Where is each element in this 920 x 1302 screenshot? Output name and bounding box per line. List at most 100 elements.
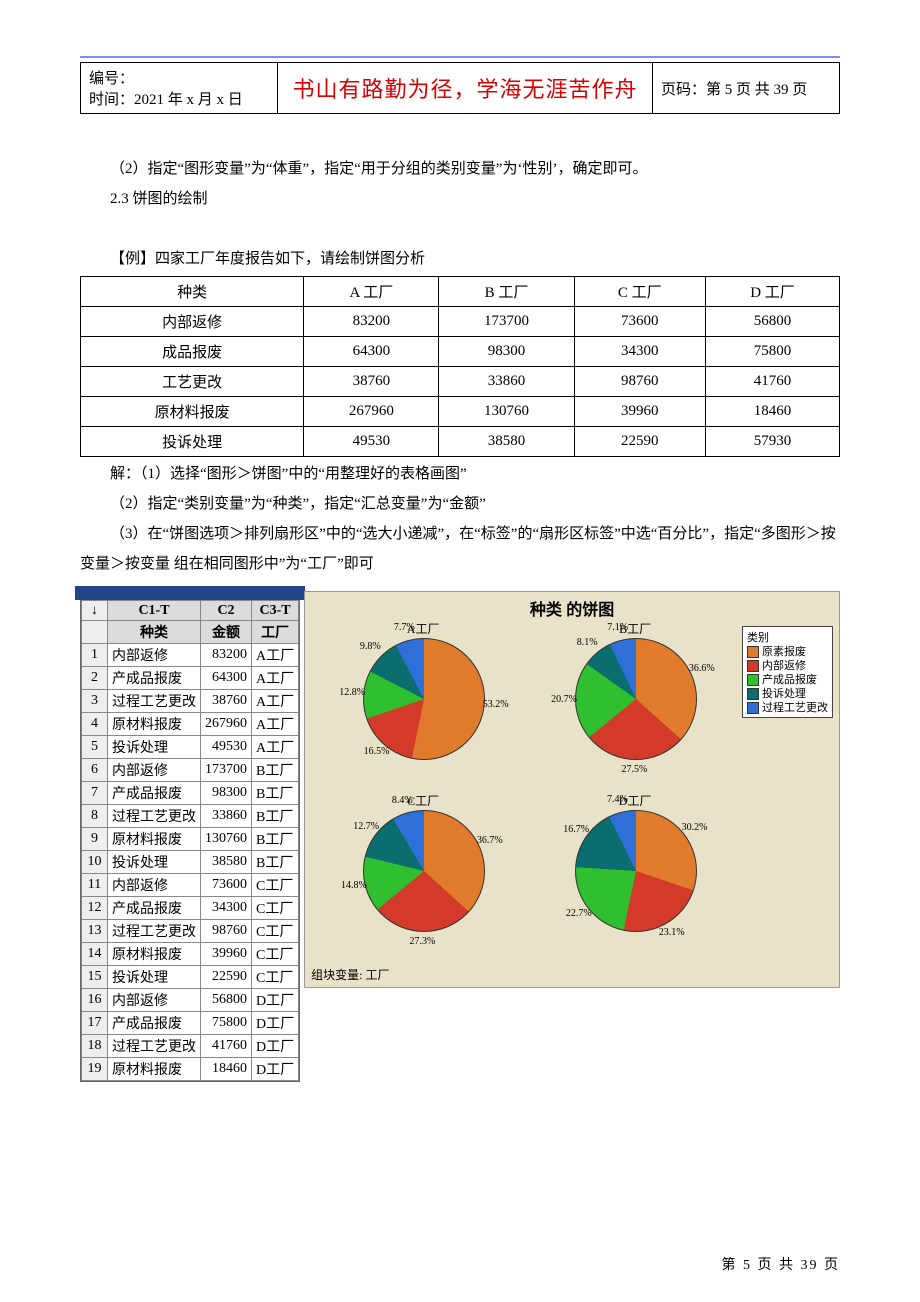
sheet-cell: 64300 xyxy=(201,667,252,690)
table-cell: 22590 xyxy=(574,427,706,457)
sheet-cell: 原材料报废 xyxy=(108,828,201,851)
table-cell: 83200 xyxy=(304,307,439,337)
chart-title: 种类 的饼图 xyxy=(305,592,839,620)
pie-subplot: D工厂30.2%23.1%22.7%16.7%7.4% xyxy=(525,792,745,957)
table-cell: 56800 xyxy=(706,307,840,337)
header-rule xyxy=(80,56,840,58)
row-header: 1 xyxy=(82,644,108,667)
solution-step: （2）指定“类别变量”为“种类”，指定“汇总变量”为“金额” xyxy=(80,489,840,519)
doc-time: 时间：2021 年 x 月 x 日 xyxy=(89,88,269,109)
row-header: 2 xyxy=(82,667,108,690)
sheet-cell: 98300 xyxy=(201,782,252,805)
sheet-cell: 73600 xyxy=(201,874,252,897)
sheet-cell: 产成品报废 xyxy=(108,1012,201,1035)
table-cell: 原材料报废 xyxy=(81,397,304,427)
legend-item: 产成品报废 xyxy=(747,673,828,687)
chart-legend: 类别 原素报废内部返修产成品报废投诉处理过程工艺更改 xyxy=(742,626,833,718)
sheet-cell: 投诉处理 xyxy=(108,966,201,989)
sheet-cell: 原材料报废 xyxy=(108,943,201,966)
legend-item: 过程工艺更改 xyxy=(747,701,828,715)
sheet-cell: 83200 xyxy=(201,644,252,667)
table-cell: 38580 xyxy=(439,427,574,457)
sheet-cell: 过程工艺更改 xyxy=(108,920,201,943)
sheet-cell: A工厂 xyxy=(252,644,299,667)
sheet-cell: 产成品报废 xyxy=(108,782,201,805)
table-cell: 64300 xyxy=(304,337,439,367)
sheet-cell: C工厂 xyxy=(252,874,299,897)
doc-id: 编号： xyxy=(89,67,269,88)
sheet-cell: 49530 xyxy=(201,736,252,759)
row-header: 5 xyxy=(82,736,108,759)
factory-table: 种类A 工厂B 工厂C 工厂D 工厂 内部返修83200173700736005… xyxy=(80,276,840,457)
sheet-cell: B工厂 xyxy=(252,782,299,805)
sheet-cell: 38580 xyxy=(201,851,252,874)
example-label: 【例】四家工厂年度报告如下，请绘制饼图分析 xyxy=(80,244,840,274)
sheet-cell: B工厂 xyxy=(252,851,299,874)
sheet-cell: C工厂 xyxy=(252,920,299,943)
sheet-cell: 41760 xyxy=(201,1035,252,1058)
sheet-cell: 130760 xyxy=(201,828,252,851)
sheet-cell: 98760 xyxy=(201,920,252,943)
sheet-cell: 投诉处理 xyxy=(108,736,201,759)
table-cell: 73600 xyxy=(574,307,706,337)
row-header: 6 xyxy=(82,759,108,782)
legend-item: 投诉处理 xyxy=(747,687,828,701)
section-heading: 2.3 饼图的绘制 xyxy=(80,184,840,214)
sheet-cell: B工厂 xyxy=(252,828,299,851)
legend-title: 类别 xyxy=(747,629,828,645)
sheet-cell: 原材料报废 xyxy=(108,1058,201,1081)
sheet-cell: C工厂 xyxy=(252,966,299,989)
header-table: 编号： 时间：2021 年 x 月 x 日 书山有路勤为径，学海无涯苦作舟 页码… xyxy=(80,62,840,114)
row-header: 9 xyxy=(82,828,108,851)
solution-step: 解：（1）选择“图形＞饼图”中的“用整理好的表格画图” xyxy=(80,459,840,489)
sheet-cell: D工厂 xyxy=(252,1058,299,1081)
row-header: 19 xyxy=(82,1058,108,1081)
table-cell: 41760 xyxy=(706,367,840,397)
row-header: 12 xyxy=(82,897,108,920)
pie-subplot: A工厂53.2%16.5%12.8%9.8%7.7% xyxy=(313,620,533,785)
sheet-cell: 过程工艺更改 xyxy=(108,1035,201,1058)
sheet-cell: 过程工艺更改 xyxy=(108,805,201,828)
sheet-cell: A工厂 xyxy=(252,736,299,759)
page-footer: 第 5 页 共 39 页 xyxy=(722,1254,841,1274)
sheet-cell: A工厂 xyxy=(252,713,299,736)
pie-chart-panel: 种类 的饼图 类别 原素报废内部返修产成品报废投诉处理过程工艺更改 A工厂53.… xyxy=(304,591,840,988)
row-header: 14 xyxy=(82,943,108,966)
sheet-cell: 38760 xyxy=(201,690,252,713)
legend-item: 内部返修 xyxy=(747,659,828,673)
row-header: 8 xyxy=(82,805,108,828)
sheet-cell: 产成品报废 xyxy=(108,667,201,690)
row-header: 16 xyxy=(82,989,108,1012)
sheet-cell: 267960 xyxy=(201,713,252,736)
table-cell: 98760 xyxy=(574,367,706,397)
sheet-cell: 22590 xyxy=(201,966,252,989)
sheet-cell: 173700 xyxy=(201,759,252,782)
table-cell: 57930 xyxy=(706,427,840,457)
row-header: 4 xyxy=(82,713,108,736)
row-header: 18 xyxy=(82,1035,108,1058)
sheet-cell: 内部返修 xyxy=(108,874,201,897)
sheet-cell: 34300 xyxy=(201,897,252,920)
table-cell: 130760 xyxy=(439,397,574,427)
sheet-cell: 内部返修 xyxy=(108,759,201,782)
table-cell: 98300 xyxy=(439,337,574,367)
paragraph: （2）指定“图形变量”为“体重”，指定“用于分组的类别变量”为‘性别’，确定即可… xyxy=(80,154,840,184)
table-cell: 投诉处理 xyxy=(81,427,304,457)
table-header: B 工厂 xyxy=(439,277,574,307)
sheet-cell: C工厂 xyxy=(252,897,299,920)
sheet-cell: 原材料报废 xyxy=(108,713,201,736)
sheet-cell: 33860 xyxy=(201,805,252,828)
sheet-cell: D工厂 xyxy=(252,1035,299,1058)
table-cell: 成品报废 xyxy=(81,337,304,367)
row-header: 7 xyxy=(82,782,108,805)
table-header: A 工厂 xyxy=(304,277,439,307)
table-cell: 38760 xyxy=(304,367,439,397)
doc-title: 书山有路勤为径，学海无涯苦作舟 xyxy=(278,63,653,114)
pie-subplot: B工厂36.6%27.5%20.7%8.1%7.1% xyxy=(525,620,745,785)
sheet-cell: 内部返修 xyxy=(108,989,201,1012)
solution-step: （3）在“饼图选项＞排列扇形区”中的“选大小递减”，在“标签”的“扇形区标签”中… xyxy=(80,519,840,579)
doc-page: 页码：第 5 页 共 39 页 xyxy=(653,63,840,114)
table-header: D 工厂 xyxy=(706,277,840,307)
sheet-cell: 投诉处理 xyxy=(108,851,201,874)
table-header: 种类 xyxy=(81,277,304,307)
